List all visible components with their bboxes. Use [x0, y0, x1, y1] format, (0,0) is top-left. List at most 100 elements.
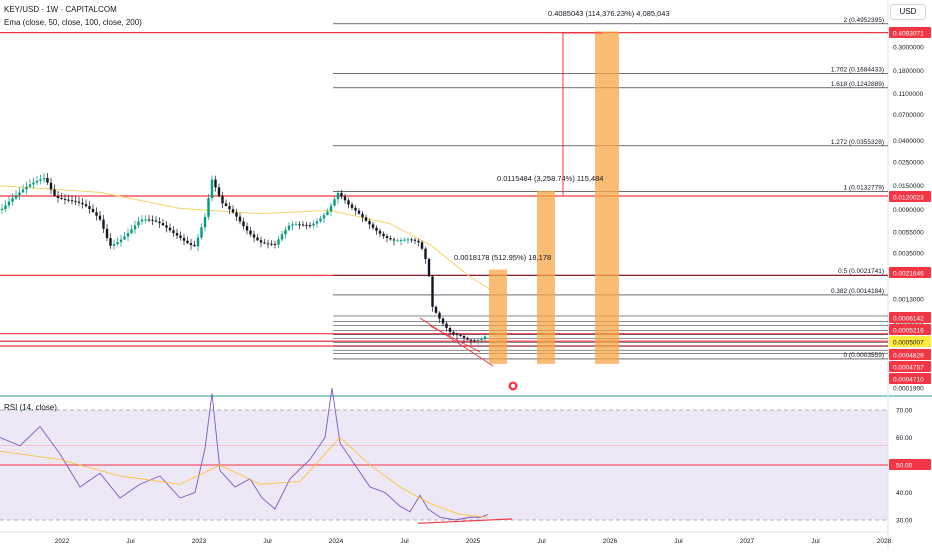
- candle-body: [207, 198, 210, 217]
- candle-body: [231, 209, 235, 213]
- candle-body: [413, 239, 417, 241]
- candle-body: [459, 335, 462, 337]
- candle-body: [466, 337, 469, 340]
- price-axis-label: 0.0001900: [893, 386, 924, 393]
- candle-body: [438, 312, 441, 319]
- candle-body: [179, 235, 182, 238]
- candle-body: [399, 239, 403, 241]
- time-axis-label: 2022: [55, 538, 70, 545]
- fib-level-label: 1.272 (0.0355328): [831, 139, 884, 146]
- candle-body: [417, 240, 420, 243]
- candle-body: [203, 216, 207, 228]
- candle-body: [193, 244, 196, 247]
- candle-body: [172, 230, 175, 234]
- candle-body: [252, 234, 256, 238]
- price-tag-text: 0.4093071: [893, 31, 924, 38]
- candle-body: [319, 218, 322, 222]
- candle-body: [56, 195, 60, 198]
- candle-body: [21, 189, 25, 193]
- candle-body: [126, 233, 130, 237]
- price-axis-label: 0.0035000: [893, 251, 924, 258]
- symbol-title: KEY/USD · 1W · CAPITALCOM: [4, 5, 117, 14]
- candle-body: [98, 215, 102, 220]
- price-tag-bg: [889, 361, 931, 372]
- candle-body: [7, 201, 11, 206]
- candle-body: [336, 192, 340, 200]
- price-tag-bg: [889, 191, 931, 202]
- price-tag-text: 0.0021646: [893, 271, 924, 278]
- candle-body: [371, 224, 375, 228]
- candle-body: [112, 244, 116, 246]
- candle-body: [88, 206, 91, 209]
- candle-body: [462, 336, 466, 338]
- rsi-indicator-label[interactable]: RSI (14, close): [4, 403, 57, 412]
- fib-level-label: 0.382 (0.0014184): [831, 288, 884, 295]
- time-axis-label: 2028: [877, 538, 892, 545]
- price-tag-text: 0.0004710: [893, 377, 924, 384]
- candle-body: [291, 224, 294, 226]
- candle-body: [452, 331, 455, 334]
- ema-indicator-label[interactable]: Ema (close, 50, close, 100, close, 200): [4, 18, 142, 27]
- candle-body: [147, 219, 151, 221]
- candle-body: [263, 242, 266, 244]
- candle-body: [364, 217, 368, 221]
- candle-body: [385, 236, 389, 239]
- target-projection-bar: [595, 31, 619, 364]
- price-tag-bg: [889, 267, 931, 278]
- candle-body: [49, 182, 53, 190]
- time-axis-label: Jul: [400, 538, 409, 545]
- fib-level-label: 1.702 (0.1684433): [831, 67, 884, 74]
- candle-body: [116, 242, 119, 245]
- candle-body: [196, 237, 200, 247]
- candle-body: [242, 221, 245, 227]
- candle-body: [158, 221, 161, 224]
- time-axis-label: Jul: [537, 538, 546, 545]
- price-tag-text: 0.0004829: [893, 353, 924, 360]
- candle-body: [221, 195, 224, 204]
- candle-body: [273, 244, 277, 246]
- price-axis-label: 0.0055000: [893, 230, 924, 237]
- price-axis-label: 0.0090000: [893, 207, 924, 214]
- candle-body: [382, 233, 385, 237]
- price-axis-label: 0.0013000: [893, 296, 924, 303]
- candle-body: [473, 340, 476, 342]
- rsi-level-tag: 50.00: [896, 463, 913, 470]
- candle-body: [182, 237, 186, 241]
- candle-body: [277, 239, 280, 245]
- candle-body: [392, 239, 396, 241]
- candle-body: [403, 239, 406, 241]
- candle-body: [389, 238, 392, 240]
- currency-button[interactable]: USD: [890, 4, 926, 20]
- time-axis-label: Jul: [126, 538, 135, 545]
- candle-body: [361, 213, 364, 218]
- rsi-level-tag-bg: [889, 459, 931, 470]
- candle-body: [119, 239, 123, 243]
- candle-body: [427, 259, 431, 277]
- price-tag-text: 0.0004757: [893, 365, 924, 372]
- candle-body: [200, 227, 203, 238]
- candle-body: [410, 239, 413, 241]
- price-axis-label: 0.0700000: [893, 112, 924, 119]
- target-projection-bar: [537, 190, 555, 364]
- time-axis-label: 2025: [466, 538, 481, 545]
- candle-body: [151, 219, 154, 221]
- price-tag-text: 0.0006142: [893, 316, 924, 323]
- fib-level-label: 1.618 (0.1242889): [831, 81, 884, 88]
- candle-body: [424, 248, 427, 260]
- candle-body: [396, 240, 399, 242]
- candle-body: [266, 243, 270, 245]
- candle-body: [256, 237, 259, 241]
- wedge-upper-trendline: [429, 325, 481, 353]
- time-axis-label: 2024: [329, 538, 344, 545]
- candle-body: [67, 199, 70, 201]
- candle-body: [350, 204, 354, 208]
- candle-body: [354, 207, 357, 211]
- candle-body: [25, 186, 28, 190]
- candle-body: [340, 192, 343, 197]
- candle-body: [329, 205, 333, 212]
- candle-body: [305, 224, 308, 226]
- price-axis-label: 0.0250000: [893, 160, 924, 167]
- candle-body: [175, 233, 179, 236]
- candle-body: [476, 339, 480, 341]
